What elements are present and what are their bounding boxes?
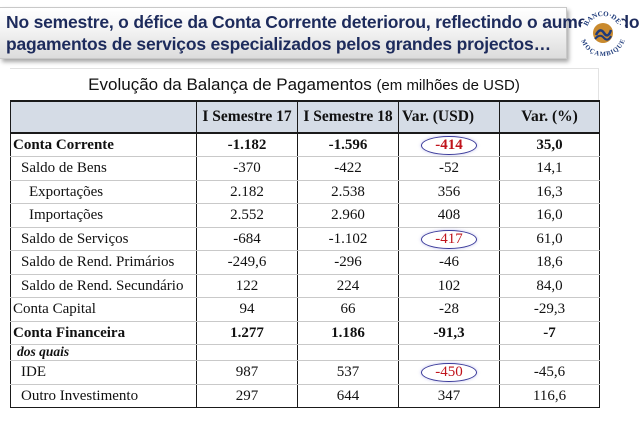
cell-var-pct: 16,0	[499, 203, 600, 228]
table-row-ide: IDE 987 537 -450 -45,6	[10, 360, 600, 385]
cell-var-pct: -29,3	[499, 297, 600, 322]
cell-var-pct: 35,0	[499, 133, 600, 157]
cell-s18: 2.960	[297, 203, 399, 228]
balance-of-payments-table: I Semestre 17 I Semestre 18 Var. (USD) V…	[10, 100, 600, 408]
cell-var-pct: 18,6	[499, 250, 600, 275]
table-title-text: Evolução da Balança de Pagamentos	[88, 75, 372, 94]
cell-s17: -249,6	[196, 250, 298, 275]
row-label: Saldo de Serviços	[10, 227, 197, 251]
highlight-circle: -417	[421, 229, 477, 249]
cell-var-usd: -414	[398, 133, 500, 157]
cell-s18: -1.596	[297, 133, 399, 157]
cell-var-usd: -417	[398, 227, 500, 251]
row-label: dos quais	[10, 344, 197, 361]
cell-var-pct: 14,1	[499, 156, 600, 181]
table-row-conta-corrente: Conta Corrente -1.182 -1.596 -414 35,0	[10, 133, 600, 157]
row-label: Importações	[10, 203, 197, 228]
cell-var-usd: -450	[398, 360, 500, 385]
cell-s18: 224	[297, 274, 399, 298]
cell-s17: 122	[196, 274, 298, 298]
cell-s18: -1.102	[297, 227, 399, 251]
cell-s17: 1.277	[196, 321, 298, 345]
highlight-circle: -450	[421, 363, 477, 383]
headline-line-1: No semestre, o défice da Conta Corrente …	[6, 12, 640, 32]
cell-s18: 66	[297, 297, 399, 322]
cell-s18: 1.186	[297, 321, 399, 345]
header-semestre-17: I Semestre 17	[196, 100, 298, 134]
row-label: IDE	[10, 360, 197, 385]
table-title: Evolução da Balança de Pagamentos (em mi…	[10, 68, 599, 100]
cell-s18	[297, 344, 399, 361]
cell-s17: 2.552	[196, 203, 298, 228]
cell-var-usd	[398, 344, 500, 361]
row-label: Saldo de Rend. Secundário	[10, 274, 197, 298]
banco-de-mocambique-logo-icon: BANCO·DE· MOÇAMBIQUE	[578, 8, 628, 58]
cell-var-pct: 16,3	[499, 180, 600, 204]
header-var-pct: Var. (%)	[499, 100, 600, 134]
cell-s17: -684	[196, 227, 298, 251]
cell-var-usd: -46	[398, 250, 500, 275]
cell-var-pct	[499, 344, 600, 361]
cell-s17: 987	[196, 360, 298, 385]
cell-s18: 644	[297, 384, 399, 408]
table-row-saldo-de-servicos: Saldo de Serviços -684 -1.102 -417 61,0	[10, 227, 600, 251]
table-unit: (em milhões de USD)	[376, 77, 520, 94]
row-label: Outro Investimento	[21, 387, 139, 404]
balance-of-payments-table-container: Evolução da Balança de Pagamentos (em mi…	[10, 68, 600, 408]
cell-s18: -296	[297, 250, 399, 275]
cell-var-usd: 356	[398, 180, 500, 204]
cell-var-usd: 102	[398, 274, 500, 298]
cell-s18: 537	[297, 360, 399, 385]
table-row-conta-financeira: Conta Financeira 1.277 1.186 -91,3 -7	[10, 321, 600, 345]
cell-var-usd: -91,3	[398, 321, 500, 345]
cell-s17: 2.182	[196, 180, 298, 204]
row-label: Conta Financeira	[10, 321, 197, 345]
header-label	[10, 100, 197, 134]
cell-var-usd: 347	[398, 384, 500, 408]
row-label: Saldo de Rend. Primários	[10, 250, 197, 275]
cell-var-pct: 61,0	[499, 227, 600, 251]
table-row-conta-capital: Conta Capital 94 66 -28 -29,3	[10, 297, 600, 322]
cell-var-pct: -7	[499, 321, 600, 345]
table-row-exportacoes: Exportações 2.182 2.538 356 16,3	[10, 180, 600, 204]
header-semestre-18: I Semestre 18	[297, 100, 399, 134]
cell-var-pct: 84,0	[499, 274, 600, 298]
cell-s18: 2.538	[297, 180, 399, 204]
cell-s18: -422	[297, 156, 399, 181]
row-label: Saldo de Bens	[10, 156, 197, 181]
cell-s17: -370	[196, 156, 298, 181]
cell-s17: -1.182	[196, 133, 298, 157]
headline-line-2: pagamentos de serviços especializados pe…	[6, 34, 551, 54]
table-row-outro-investimento: Outro Investimento 297 644 347 116,6	[11, 384, 600, 408]
table-row-rend-primarios: Saldo de Rend. Primários -249,6 -296 -46…	[10, 250, 600, 275]
table-header-row: I Semestre 17 I Semestre 18 Var. (USD) V…	[10, 100, 600, 134]
cell-var-pct: -45,6	[499, 360, 600, 385]
row-label: Conta Capital	[10, 297, 197, 322]
cell-var-usd: -28	[398, 297, 500, 322]
headline-banner: No semestre, o défice da Conta Corrente …	[0, 7, 640, 59]
table-row-rend-secundario: Saldo de Rend. Secundário 122 224 102 84…	[10, 274, 600, 298]
table-row-dos-quais: dos quais	[10, 344, 600, 361]
cell-var-pct: 116,6	[499, 384, 600, 408]
cell-s17: 297	[196, 384, 298, 408]
row-label: Exportações	[10, 180, 197, 204]
highlight-circle: -414	[421, 136, 477, 155]
cell-var-usd: 408	[398, 203, 500, 228]
cell-var-usd: -52	[398, 156, 500, 181]
header-var-usd: Var. (USD)	[398, 100, 500, 134]
cell-s17: 94	[196, 297, 298, 322]
cell-s17	[196, 344, 298, 361]
row-label: Conta Corrente	[10, 133, 197, 157]
table-row-importacoes: Importações 2.552 2.960 408 16,0	[10, 203, 600, 228]
table-row-saldo-de-bens: Saldo de Bens -370 -422 -52 14,1	[10, 156, 600, 181]
